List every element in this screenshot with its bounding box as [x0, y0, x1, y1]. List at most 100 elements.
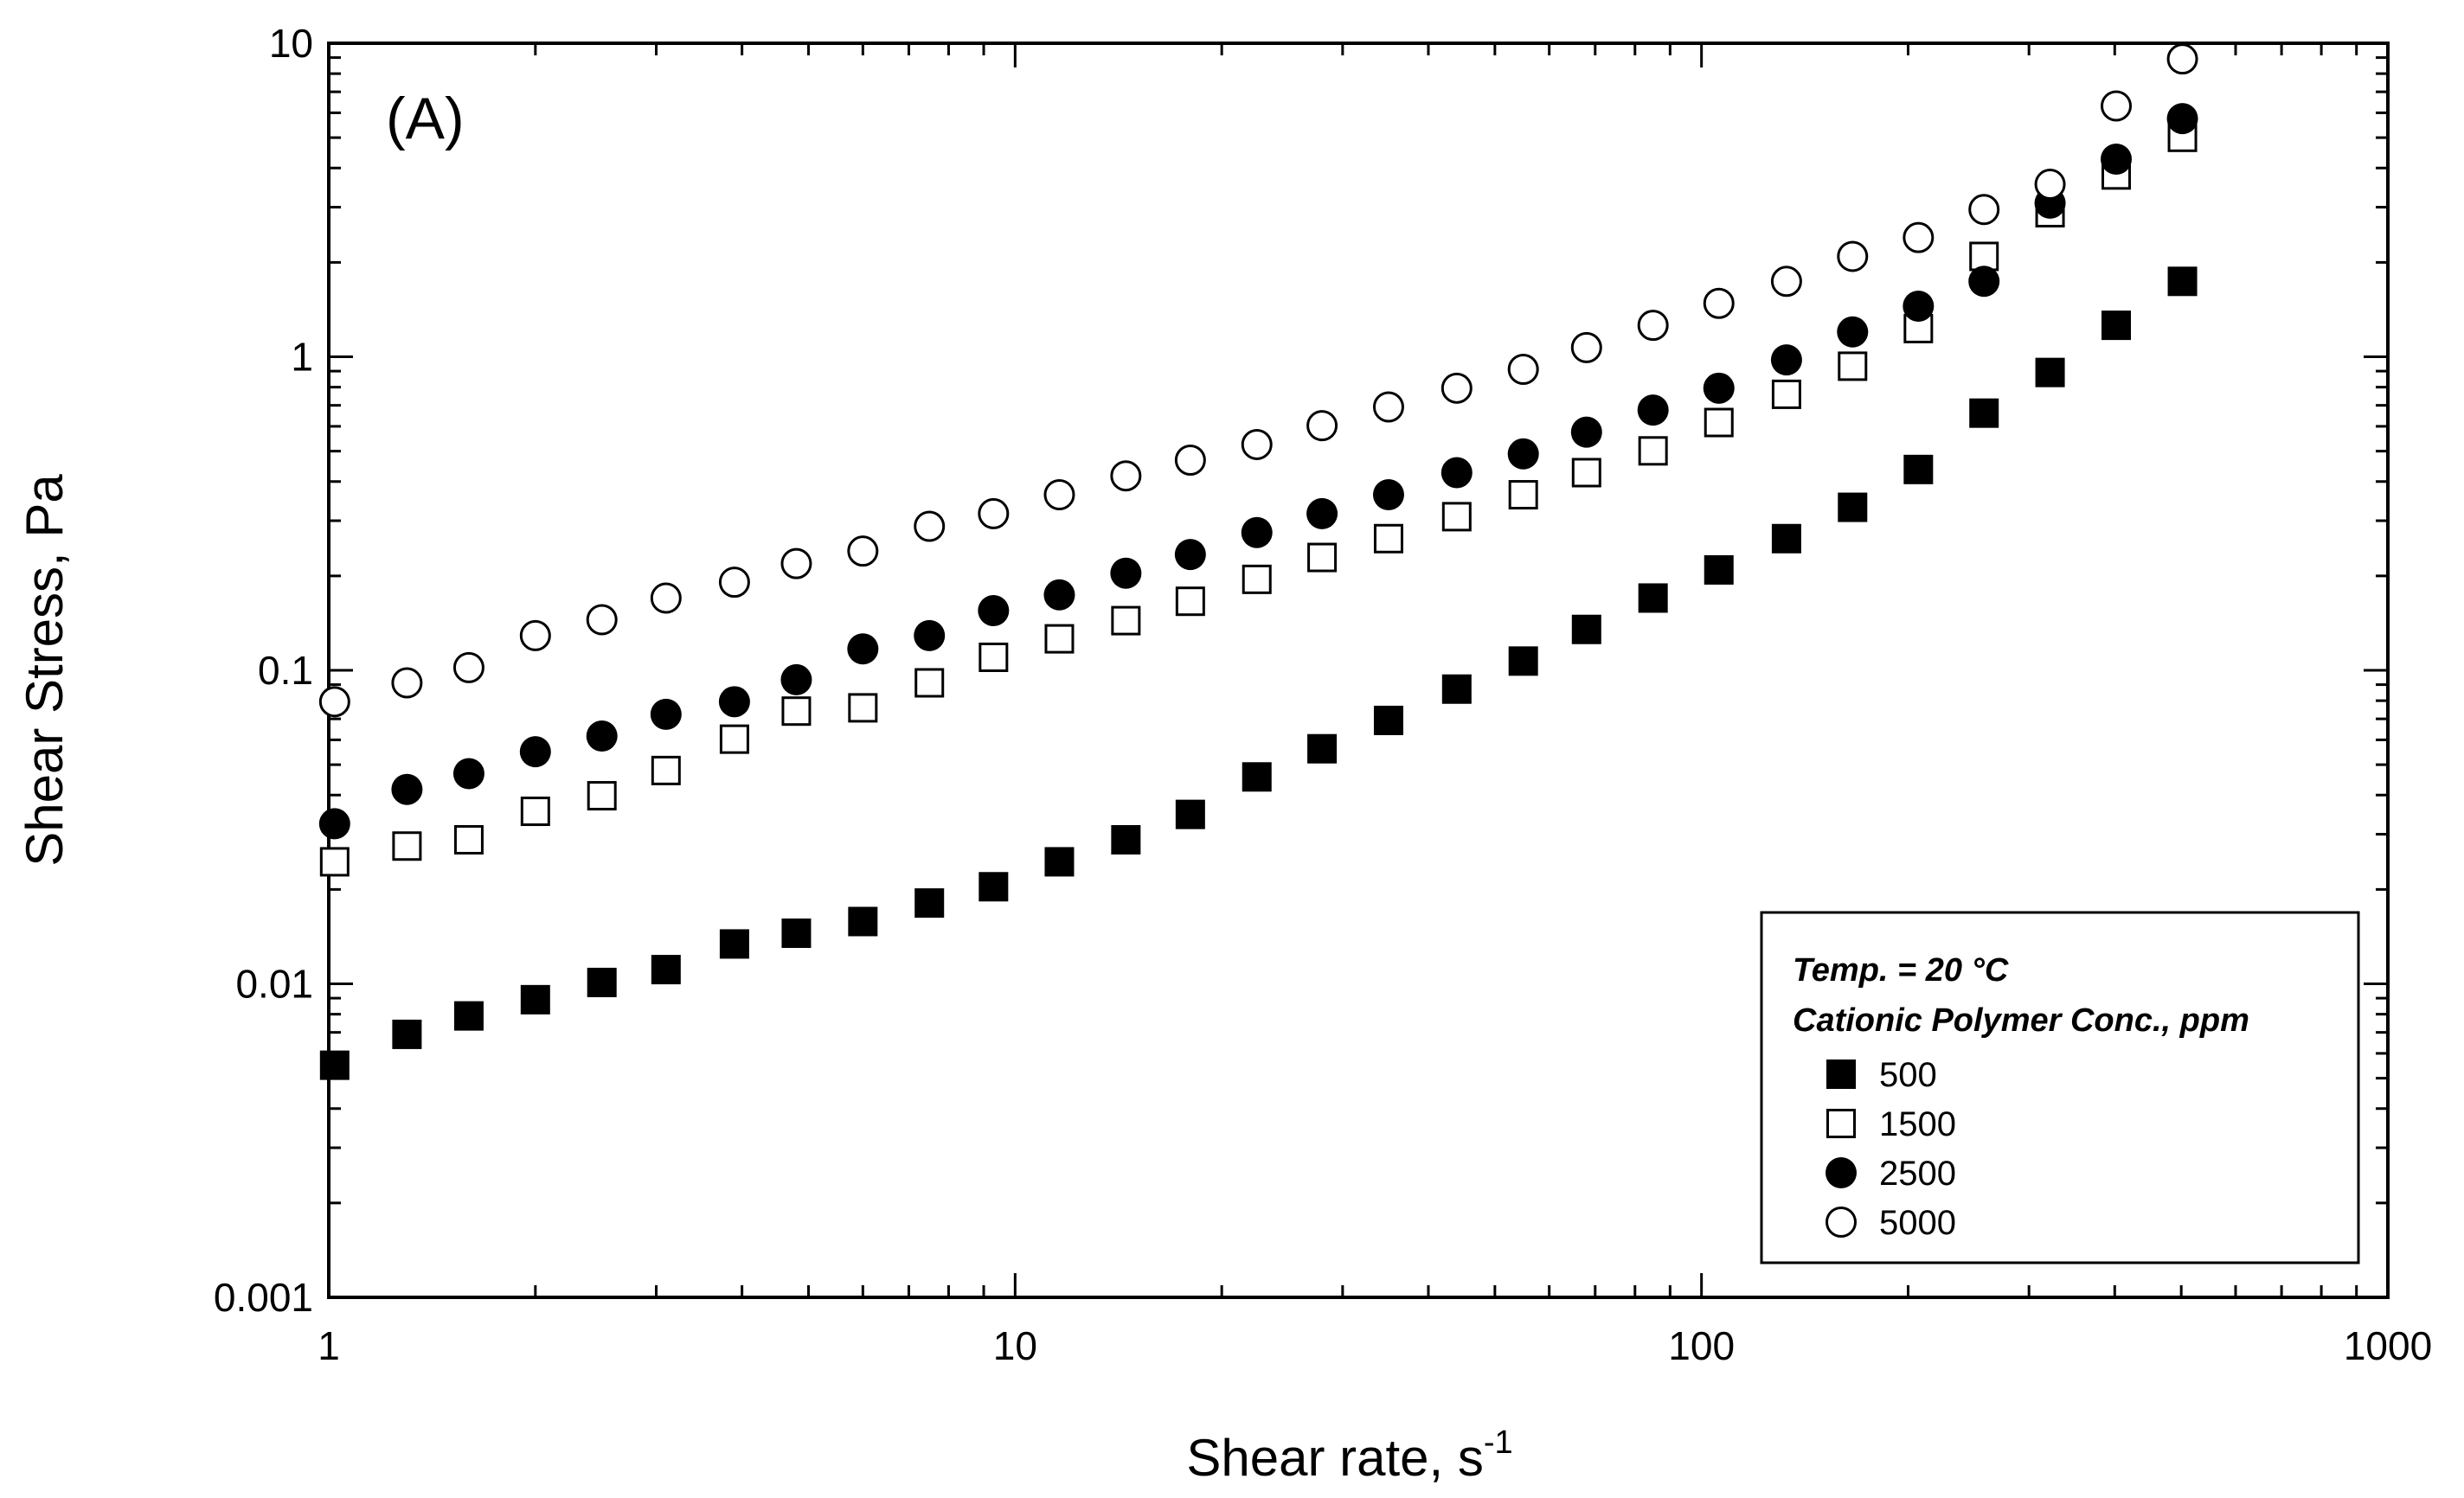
- point-500: [848, 906, 878, 937]
- point-1500: [1704, 407, 1734, 438]
- point-5000: [1968, 194, 2000, 226]
- point-1500: [781, 696, 812, 727]
- point-2500: [391, 773, 423, 805]
- point-2500: [1637, 394, 1669, 426]
- legend: Temp. = 20 °C Cationic Polymer Conc., pp…: [1760, 911, 2360, 1264]
- point-5000: [452, 651, 484, 683]
- point-5000: [650, 582, 682, 614]
- point-500: [2167, 266, 2198, 297]
- point-5000: [2166, 43, 2198, 75]
- series-500: [319, 266, 2198, 1080]
- point-1500: [587, 781, 617, 811]
- point-5000: [1770, 266, 1802, 298]
- legend-label-2500: 2500: [1879, 1155, 1956, 1193]
- series-2500: [318, 103, 2198, 840]
- point-1500: [1571, 458, 1601, 488]
- point-500: [1838, 492, 1868, 522]
- point-2500: [586, 720, 618, 752]
- point-2500: [2166, 103, 2198, 135]
- point-500: [1175, 799, 1205, 829]
- y-tick-label: 1: [291, 335, 313, 380]
- point-5000: [1570, 331, 1602, 363]
- point-2500: [452, 758, 484, 790]
- point-2500: [318, 808, 350, 840]
- point-5000: [1372, 391, 1404, 423]
- x-tick-label: 10: [993, 1323, 1037, 1368]
- point-500: [1969, 398, 1999, 428]
- point-5000: [1110, 460, 1142, 492]
- point-2500: [1110, 557, 1142, 589]
- point-2500: [1241, 516, 1273, 548]
- point-5000: [718, 567, 750, 599]
- point-500: [1571, 614, 1601, 644]
- x-tick-label: 1000: [2344, 1323, 2432, 1368]
- point-500: [914, 888, 945, 919]
- point-5000: [519, 619, 551, 651]
- point-500: [587, 967, 617, 997]
- point-2500: [780, 663, 812, 695]
- point-1500: [914, 668, 945, 698]
- point-1500: [319, 847, 350, 877]
- point-5000: [391, 667, 423, 699]
- legend-entries: 500 1500 2500 5000: [1826, 1056, 1956, 1242]
- x-tick-label: 1: [318, 1323, 340, 1368]
- point-500: [1508, 646, 1538, 676]
- point-1500: [453, 824, 484, 855]
- point-2500: [2101, 143, 2133, 175]
- point-1500: [719, 724, 749, 754]
- tick-labels: 1 10 100 1000 0.001 0.01 0.1 1 10: [214, 21, 2432, 1368]
- y-axis-title: Shear Stress, Pa: [16, 474, 74, 867]
- point-5000: [1903, 221, 1935, 253]
- point-1500: [1242, 564, 1272, 594]
- point-1500: [1838, 351, 1868, 381]
- point-1500: [1044, 624, 1075, 654]
- point-2500: [718, 686, 750, 718]
- y-tick-label: 0.001: [214, 1275, 313, 1320]
- legend-marker-500: [1826, 1059, 1856, 1089]
- point-1500: [1373, 523, 1403, 554]
- point-2500: [650, 698, 682, 730]
- point-500: [1441, 674, 1472, 704]
- point-2500: [1570, 416, 1602, 448]
- legend-heading-temp: Temp. = 20 °C: [1793, 952, 2009, 989]
- panel-label: (A): [386, 86, 465, 151]
- point-5000: [2101, 90, 2133, 122]
- point-2500: [847, 633, 879, 665]
- x-tick-label: 100: [1668, 1323, 1735, 1368]
- point-5000: [780, 547, 812, 579]
- y-tick-label: 10: [269, 21, 313, 66]
- point-500: [1111, 824, 1141, 855]
- point-5000: [1703, 287, 1735, 319]
- y-tick-label: 0.01: [235, 962, 313, 1007]
- point-1500: [1771, 379, 1801, 409]
- data-layer: [318, 43, 2198, 1080]
- legend-label-5000: 5000: [1879, 1204, 1956, 1242]
- point-2500: [914, 619, 946, 651]
- point-5000: [1837, 240, 1869, 272]
- legend-marker-2500: [1826, 1157, 1857, 1188]
- legend-box: [1760, 911, 2360, 1264]
- axis-ticks: [327, 43, 2388, 1299]
- point-2500: [1306, 497, 1338, 529]
- point-500: [651, 955, 681, 985]
- point-2500: [978, 595, 1010, 627]
- series-5000: [318, 43, 2198, 718]
- point-500: [2101, 310, 2132, 341]
- point-500: [2035, 357, 2065, 387]
- y-tick-label: 0.1: [258, 648, 313, 693]
- x-axis-title: Shear rate, s-1: [1186, 1424, 1512, 1487]
- point-1500: [392, 831, 422, 861]
- point-1500: [1638, 436, 1668, 466]
- point-500: [1044, 847, 1075, 877]
- point-2500: [1174, 539, 1206, 571]
- legend-marker-5000: [1826, 1207, 1857, 1238]
- x-axis-title-superscript: -1: [1484, 1424, 1513, 1461]
- point-1500: [1307, 542, 1338, 573]
- point-5000: [1306, 410, 1338, 442]
- point-500: [781, 919, 812, 949]
- legend-label-500: 500: [1879, 1056, 1937, 1094]
- point-500: [979, 872, 1009, 902]
- point-1500: [651, 755, 681, 785]
- point-500: [319, 1050, 350, 1080]
- point-500: [520, 984, 550, 1015]
